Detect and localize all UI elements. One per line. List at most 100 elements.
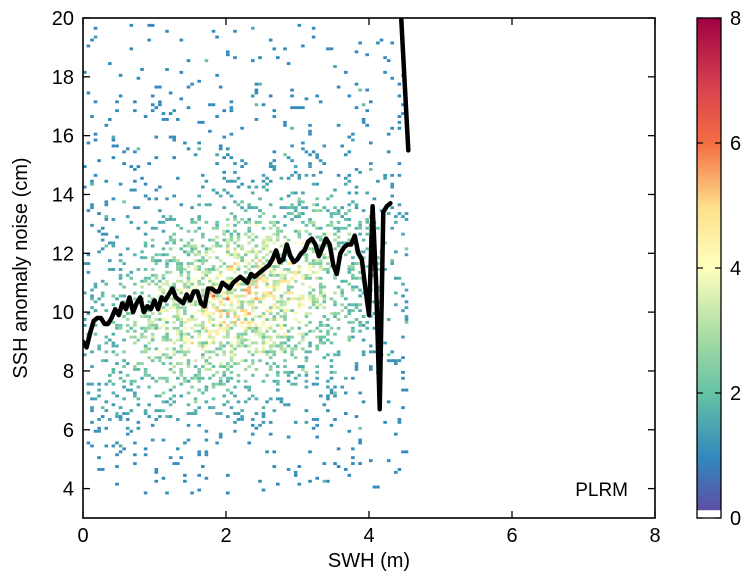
density-cell [311, 220, 316, 224]
density-cell [304, 409, 309, 413]
density-cell [165, 332, 169, 336]
density-cell [397, 212, 402, 215]
density-cell [365, 53, 369, 57]
density-cell [133, 168, 137, 171]
density-cell [193, 400, 198, 404]
density-cell [404, 253, 409, 257]
density-cell [154, 106, 159, 110]
density-cell [369, 350, 373, 354]
density-cell [372, 326, 377, 330]
density-cell [268, 285, 273, 289]
density-cell [347, 150, 352, 154]
density-cell [150, 323, 155, 327]
density-cell [283, 276, 287, 280]
density-cell [243, 385, 248, 389]
density-cell [261, 335, 266, 339]
density-cell [183, 268, 187, 271]
density-cell [351, 276, 355, 280]
density-cell [268, 326, 273, 330]
density-cell [197, 141, 201, 145]
density-cell [236, 268, 241, 271]
density-cell [179, 347, 184, 351]
density-cell [193, 409, 198, 413]
density-cell [290, 309, 294, 313]
density-cell [193, 220, 198, 224]
density-cell [172, 365, 176, 368]
density-cell [176, 288, 180, 292]
density-cell [215, 441, 219, 445]
density-cell [308, 162, 312, 165]
density-cell [304, 253, 309, 257]
density-cell [404, 306, 409, 310]
density-cell [179, 320, 184, 324]
density-cell [283, 279, 287, 283]
density-cell [97, 229, 101, 233]
density-cell [197, 332, 201, 336]
density-cell [168, 297, 173, 301]
density-cell [272, 350, 277, 354]
density-cell [129, 388, 134, 392]
density-cell [276, 56, 280, 60]
density-cell [158, 394, 162, 398]
density-cell [326, 379, 330, 383]
density-cell [172, 303, 176, 307]
density-cell [115, 344, 119, 348]
density-cell [322, 206, 327, 210]
density-cell [233, 353, 237, 357]
density-cell [286, 297, 291, 301]
density-cell [322, 403, 327, 407]
density-cell [233, 223, 237, 227]
density-cell [358, 309, 362, 313]
density-cell [158, 294, 162, 298]
density-cell [93, 282, 98, 286]
density-cell [229, 320, 234, 324]
density-cell [229, 156, 234, 160]
density-cell [208, 329, 212, 333]
density-cell [386, 132, 391, 136]
density-cell [165, 376, 169, 380]
density-cell [301, 220, 305, 224]
density-cell [222, 344, 226, 348]
density-cell [358, 320, 362, 324]
density-cell [154, 276, 159, 280]
density-cell [208, 320, 212, 324]
density-cell [318, 276, 323, 280]
density-cell [243, 253, 248, 257]
density-cell [115, 326, 119, 330]
density-cell [215, 241, 219, 245]
density-cell [404, 315, 409, 318]
density-cell [111, 197, 116, 201]
density-cell [136, 368, 141, 371]
density-cell [397, 82, 402, 86]
density-cell [265, 285, 269, 289]
density-cell [118, 73, 123, 77]
density-cell [304, 373, 309, 377]
density-cell [311, 382, 316, 386]
density-cell [186, 273, 191, 277]
density-cell [172, 238, 176, 242]
density-cell [172, 138, 176, 142]
density-cell [315, 259, 319, 263]
density-cell [243, 312, 248, 315]
density-cell [276, 265, 280, 268]
density-cell [204, 273, 209, 277]
density-cell [204, 312, 209, 315]
density-cell [226, 400, 230, 404]
density-cell [394, 250, 398, 254]
density-cell [150, 332, 155, 336]
density-cell [240, 218, 244, 221]
density-cell [283, 273, 287, 277]
density-cell [143, 279, 148, 283]
density-cell [347, 335, 352, 339]
density-cell [272, 223, 277, 227]
density-cell [143, 447, 148, 451]
density-cell [118, 294, 123, 298]
density-cell [304, 323, 309, 327]
density-cell [179, 226, 184, 230]
density-cell [229, 365, 234, 368]
density-cell [197, 268, 201, 271]
density-cell [351, 335, 355, 339]
density-cell [172, 256, 176, 260]
density-cell [165, 68, 169, 71]
density-cell [226, 362, 230, 365]
